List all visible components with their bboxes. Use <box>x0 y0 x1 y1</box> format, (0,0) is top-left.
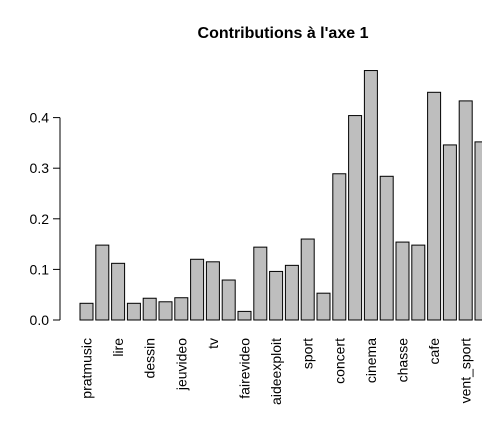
x-tick-label: jeuvideo <box>173 338 189 391</box>
bar <box>190 258 205 321</box>
y-tick-label: 0.1 <box>30 261 50 277</box>
x-tick-label: cafe <box>426 338 442 365</box>
bar <box>363 70 378 321</box>
bar <box>79 302 94 321</box>
bar <box>458 100 473 321</box>
bar <box>442 144 457 321</box>
bar <box>158 301 173 321</box>
bar <box>126 302 141 321</box>
x-tick-label: aideexploit <box>268 338 284 405</box>
bar <box>221 279 236 321</box>
x-tick-label: pratmusic <box>79 338 95 399</box>
y-tick-label: 0.2 <box>30 211 50 227</box>
bar <box>411 244 426 321</box>
x-tick-label: chasse <box>395 338 411 383</box>
y-tick-label: 0.0 <box>30 312 50 328</box>
x-tick-label: concert <box>331 338 347 384</box>
bar <box>111 262 126 321</box>
x-tick-label: fairevideo <box>237 338 253 399</box>
bar <box>395 241 410 321</box>
bar <box>253 246 268 321</box>
bar <box>300 238 315 321</box>
bar <box>237 310 252 321</box>
y-axis: 0.0 0.1 0.2 0.3 0.4 <box>30 110 61 328</box>
bar <box>142 297 157 321</box>
y-tick-label: 0.4 <box>30 110 50 126</box>
bar <box>205 261 220 321</box>
x-tick-label: dessin <box>142 338 158 378</box>
bar <box>284 264 299 321</box>
x-tick-label: vent_sport <box>458 338 474 403</box>
bar <box>174 297 189 321</box>
bar <box>332 173 347 321</box>
bar <box>269 270 284 321</box>
x-tick-label: cinema <box>363 338 379 383</box>
bars <box>79 70 482 321</box>
bar <box>427 91 442 321</box>
bar <box>348 115 363 321</box>
x-tick-label: tv <box>205 338 221 349</box>
bar <box>95 244 110 321</box>
y-tick-label: 0.3 <box>30 160 50 176</box>
x-axis-labels: pratmusic lire dessin jeuvideo tv fairevideo a… <box>79 338 474 405</box>
chart-title: Contributions à l'axe 1 <box>198 25 369 42</box>
bar <box>379 175 394 321</box>
bar <box>474 141 482 321</box>
bar <box>316 292 331 321</box>
x-tick-label: lire <box>110 338 126 357</box>
x-tick-label: sport <box>300 338 316 369</box>
